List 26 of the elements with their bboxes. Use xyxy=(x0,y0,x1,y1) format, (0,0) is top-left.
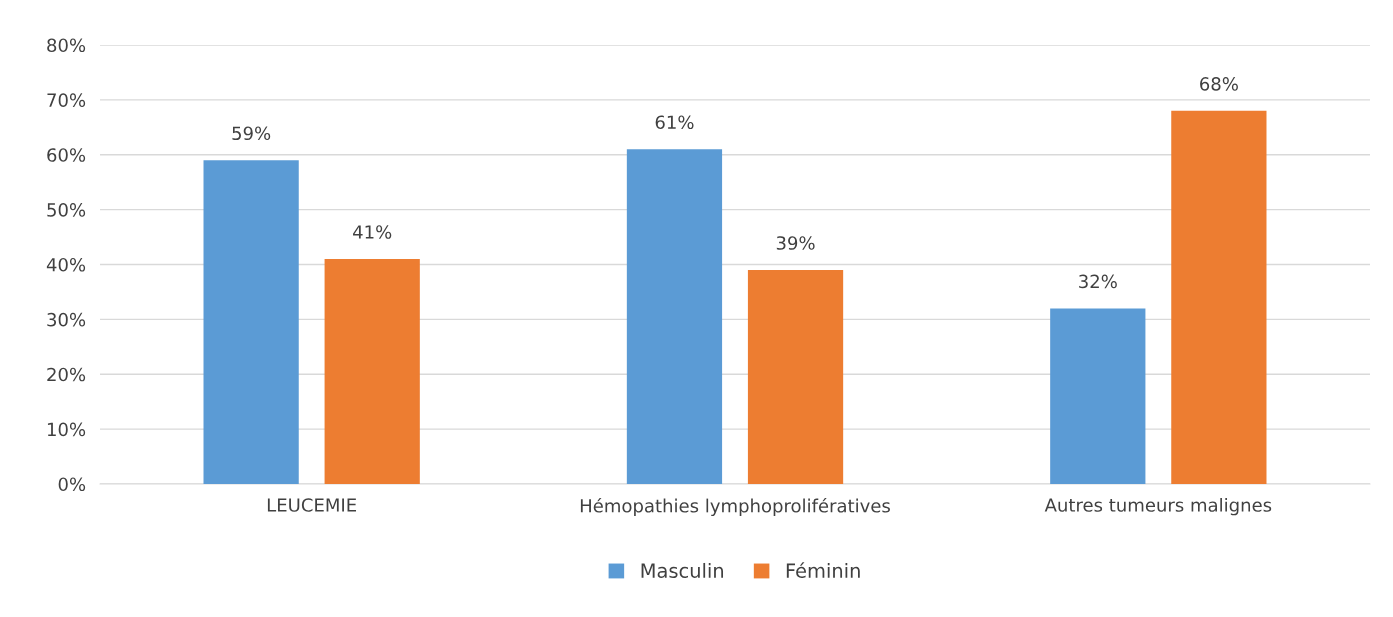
data-label: 61% xyxy=(655,115,694,130)
y-tick-label: 0% xyxy=(58,477,86,492)
y-tick-label: 70% xyxy=(47,93,86,107)
bar xyxy=(747,269,844,484)
bar xyxy=(324,259,420,484)
y-tick-label: 10% xyxy=(47,422,86,437)
y-tick-label: 20% xyxy=(47,367,86,382)
bar xyxy=(1050,308,1146,484)
data-label: 39% xyxy=(776,236,815,250)
y-tick-label: 40% xyxy=(46,257,86,272)
y-tick-label: 30% xyxy=(47,312,86,327)
legend-label: Féminin xyxy=(786,562,860,579)
y-tick-label: 60% xyxy=(47,148,86,162)
bar xyxy=(203,160,299,484)
legend-label: Masculin xyxy=(641,562,724,579)
data-label: 59% xyxy=(232,126,271,141)
x-tick-label: Hémopathies lymphoprolifératives xyxy=(580,497,890,517)
data-label: 41% xyxy=(353,225,392,239)
data-label: 68% xyxy=(1200,77,1238,91)
x-tick-label: Autres tumeurs malignes xyxy=(1044,497,1272,516)
bar xyxy=(1171,110,1267,484)
x-tick-label: LEUCEMIE xyxy=(267,498,357,512)
y-tick-label: 50% xyxy=(47,203,86,217)
data-label: 32% xyxy=(1079,274,1117,289)
bar xyxy=(626,149,723,484)
y-tick-label: 80% xyxy=(47,38,86,53)
